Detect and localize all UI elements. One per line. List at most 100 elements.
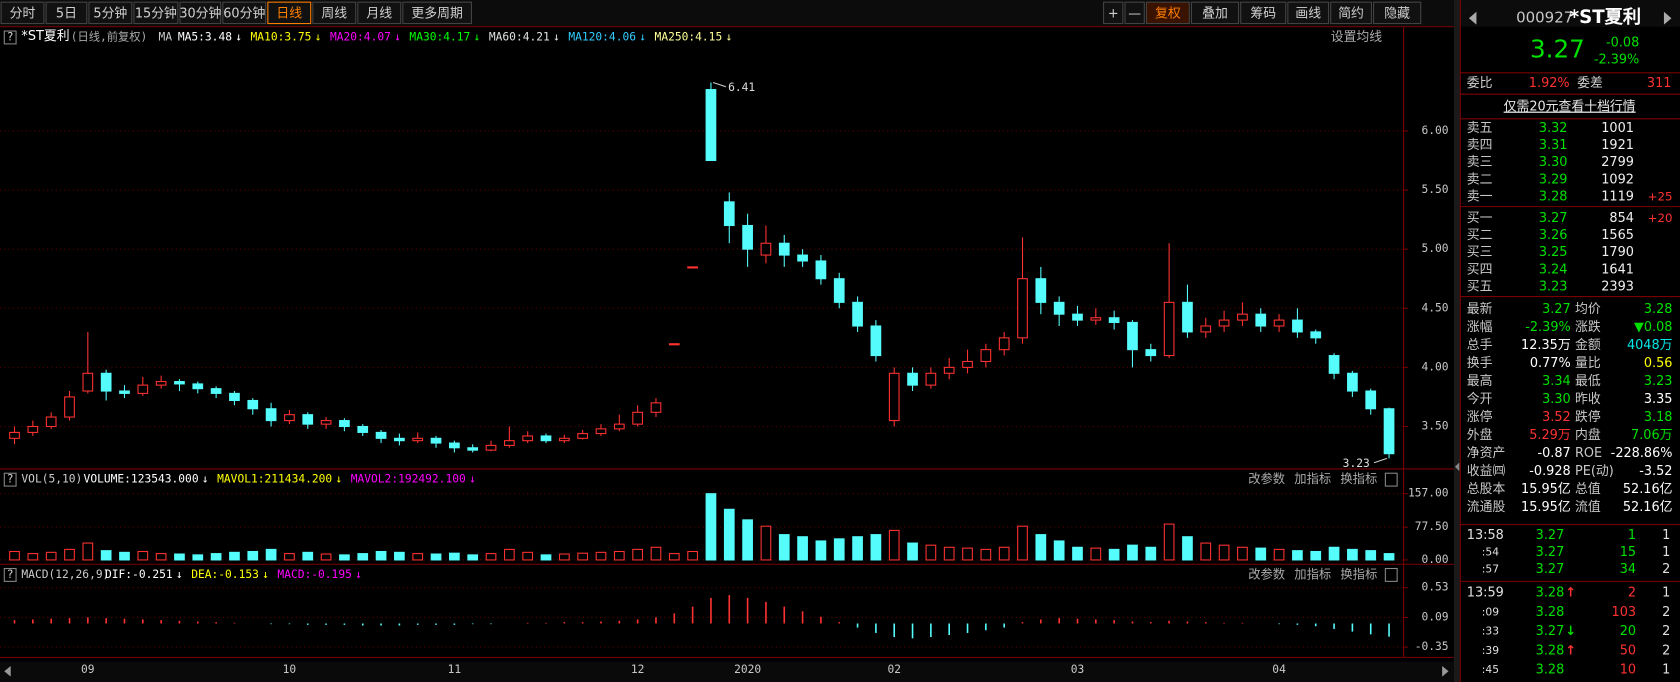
- volume-bar: [375, 550, 387, 561]
- indicator-button[interactable]: 改参数: [1248, 566, 1285, 581]
- settings-label[interactable]: 设置均线: [1331, 30, 1383, 45]
- x-tick-label: 10: [283, 663, 297, 676]
- candle-body: [284, 414, 295, 422]
- tool-button[interactable]: [1190, 1, 1240, 25]
- tool-button[interactable]: [1103, 1, 1124, 25]
- tool-button[interactable]: [1373, 1, 1422, 25]
- indicator-button[interactable]: 改参数: [1248, 471, 1285, 486]
- period-label[interactable]: 5日: [56, 6, 77, 21]
- period-label[interactable]: 更多周期: [411, 6, 462, 21]
- book-price: 3.32: [1539, 121, 1568, 136]
- volume-bar: [192, 554, 204, 561]
- candle-body: [540, 435, 552, 442]
- period-button[interactable]: [179, 1, 222, 25]
- stat-label: 换手: [1467, 356, 1493, 371]
- tool-button[interactable]: [1240, 1, 1287, 25]
- tool-label[interactable]: +: [1108, 6, 1119, 21]
- stat-value: 7.06万: [1631, 428, 1673, 443]
- period-button[interactable]: [312, 1, 357, 25]
- close-box[interactable]: [1384, 567, 1398, 582]
- volume-bar: [9, 550, 20, 561]
- volume-bar: [778, 534, 790, 561]
- period-label[interactable]: 日线: [276, 6, 302, 21]
- volume-bar: [1035, 534, 1047, 561]
- candle-body: [82, 372, 94, 392]
- candle-body: [247, 399, 259, 410]
- right-rules: [1460, 72, 1680, 582]
- indicator-button[interactable]: 加指标: [1294, 471, 1331, 486]
- volume-bar: [119, 551, 130, 561]
- tool-button[interactable]: [1124, 1, 1145, 25]
- trade-volume: 15: [1620, 545, 1636, 560]
- period-label[interactable]: 月线: [366, 6, 392, 21]
- indicator-button[interactable]: 换指标: [1340, 471, 1377, 486]
- volume-bar: [1127, 544, 1138, 561]
- tool-label[interactable]: 简约: [1338, 6, 1364, 21]
- candle-body: [705, 89, 717, 162]
- tool-button[interactable]: [1330, 1, 1372, 25]
- y-tick-label: 5.50: [1421, 183, 1448, 196]
- stat-label: 昨收: [1575, 392, 1601, 407]
- indicator-button[interactable]: 换指标: [1340, 566, 1377, 581]
- book-volume: 854: [1609, 211, 1634, 226]
- tool-label[interactable]: 叠加: [1202, 6, 1228, 21]
- scrollbar[interactable]: [0, 661, 1454, 682]
- period-button[interactable]: [0, 1, 45, 25]
- indicator-button[interactable]: 加指标: [1294, 566, 1331, 581]
- trade-count: 1: [1662, 528, 1670, 543]
- tool-label[interactable]: 画线: [1295, 6, 1321, 21]
- scroll-left[interactable]: [4, 665, 11, 677]
- period-button[interactable]: [45, 1, 88, 25]
- period-button[interactable]: [402, 1, 472, 25]
- trade-price: 3.28: [1536, 663, 1565, 678]
- book-volume: 1921: [1601, 138, 1634, 153]
- book-label: 卖四: [1467, 138, 1493, 153]
- candle-body: [852, 301, 863, 327]
- candle-body: [797, 254, 808, 262]
- tool-label[interactable]: 复权: [1155, 5, 1181, 21]
- help-box[interactable]: [3, 472, 17, 487]
- period-label[interactable]: 60分钟: [223, 5, 265, 21]
- tool-label[interactable]: 筹码: [1250, 5, 1276, 21]
- stat-label: 净资产: [1467, 446, 1506, 461]
- legend-trend: ↓: [725, 30, 732, 43]
- candle-body: [1035, 278, 1047, 303]
- prev-stock[interactable]: [1468, 11, 1477, 25]
- book-label: 买四: [1467, 262, 1493, 277]
- candle-body: [1237, 313, 1248, 321]
- period-label[interactable]: 周线: [321, 6, 347, 21]
- book-price: 3.31: [1539, 138, 1568, 153]
- tool-label[interactable]: 隐藏: [1384, 6, 1410, 21]
- period-label[interactable]: 15分钟: [135, 5, 177, 21]
- next-stock[interactable]: [1663, 11, 1672, 25]
- close-box[interactable]: [1384, 472, 1398, 487]
- tool-label[interactable]: —: [1128, 6, 1141, 21]
- trade-count: 1: [1662, 663, 1670, 678]
- candle-body: [1328, 355, 1340, 374]
- chart-title: MACD(12,26,9): [21, 568, 109, 581]
- splitter[interactable]: [1453, 0, 1461, 682]
- stat-label: 流值: [1575, 499, 1601, 515]
- help-box[interactable]: [3, 567, 17, 582]
- tool-button[interactable]: [1145, 1, 1190, 25]
- book-label: 买二: [1467, 228, 1493, 243]
- period-button[interactable]: [357, 1, 402, 25]
- trade-price: 3.28: [1536, 586, 1565, 601]
- period-button[interactable]: [88, 1, 133, 25]
- candle-body: [650, 402, 662, 413]
- volume-bar: [27, 553, 39, 561]
- help-box[interactable]: [3, 30, 17, 45]
- upgrade-link[interactable]: 仅需20元查看十档行情: [1504, 99, 1636, 115]
- period-button[interactable]: [222, 1, 267, 25]
- period-label[interactable]: 5分钟: [93, 5, 127, 21]
- period-label[interactable]: 30分钟: [179, 5, 221, 21]
- tool-button[interactable]: [1287, 1, 1330, 25]
- trade-count: 2: [1662, 624, 1670, 639]
- book-volume: 1565: [1601, 228, 1634, 243]
- period-label[interactable]: 分时: [10, 6, 36, 21]
- period-button[interactable]: [267, 1, 312, 25]
- volume-bar: [45, 551, 57, 561]
- scroll-right[interactable]: [1442, 665, 1449, 677]
- period-button[interactable]: [133, 1, 179, 25]
- stat-label: ROE: [1575, 446, 1602, 461]
